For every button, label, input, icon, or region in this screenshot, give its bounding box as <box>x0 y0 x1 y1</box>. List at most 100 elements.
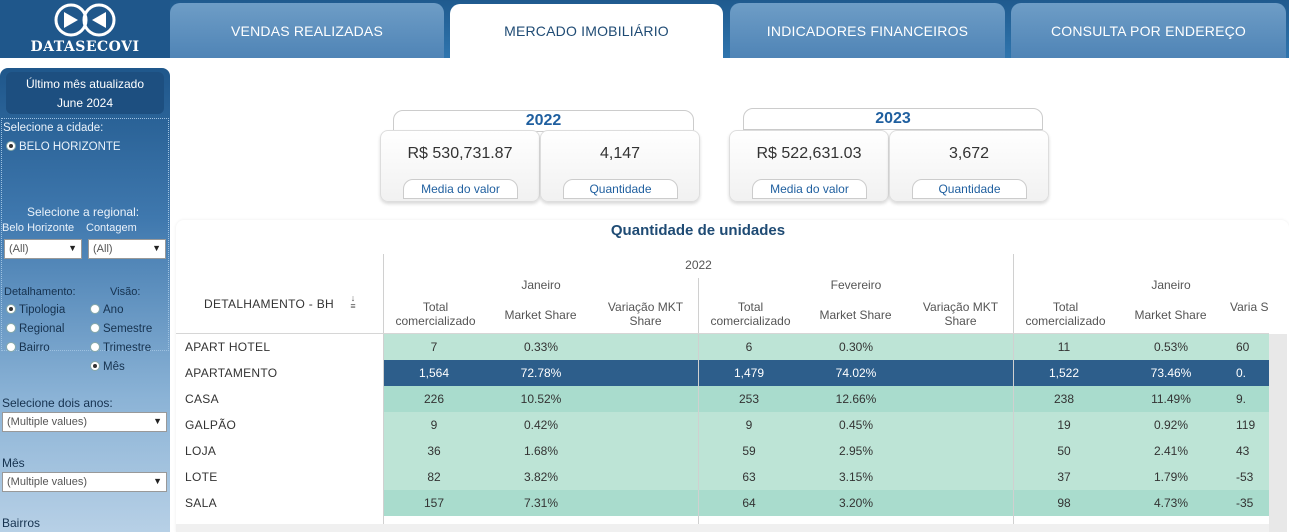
col-header-market-share[interactable]: Market Share <box>1134 308 1207 322</box>
bh-regional-dropdown[interactable]: (All) ▼ <box>4 239 82 259</box>
col-header-market-share[interactable]: Market Share <box>819 308 892 322</box>
tab-indicadores-financeiros[interactable]: INDICADORES FINANCEIROS <box>730 3 1005 58</box>
detalhamento-option-bairro[interactable]: Bairro <box>6 342 50 354</box>
tab-consulta-por-endereco[interactable]: CONSULTA POR ENDEREÇO <box>1011 3 1286 58</box>
col-header-total[interactable]: Total comercializado <box>710 300 791 328</box>
table-row[interactable] <box>1014 490 1269 516</box>
table-row-label: SALA <box>185 496 217 510</box>
kpi-media-card: R$ 522,631.03 Media do valor <box>729 130 889 202</box>
table-cell: 1.68% <box>523 444 559 458</box>
table-cell: 0.92% <box>1153 418 1189 432</box>
chevron-down-icon: ▼ <box>153 476 162 486</box>
table-cell: 11.49% <box>1151 392 1191 406</box>
divider <box>698 278 699 532</box>
month-header-janeiro-2: Janeiro <box>1151 278 1191 292</box>
table-row[interactable] <box>1014 438 1269 464</box>
table-cell: 60 <box>1236 340 1250 354</box>
table-cell: 0.33% <box>523 340 559 354</box>
table-row[interactable] <box>699 490 1013 516</box>
horizontal-scrollbar[interactable] <box>176 524 1269 532</box>
table-row[interactable] <box>699 334 1013 360</box>
contagem-regional-value: (All) <box>93 243 113 255</box>
quantidade-unidades-table: Quantidade de unidades 2022 Janeiro Feve… <box>176 220 1289 532</box>
visao-option-ano[interactable]: Ano <box>90 304 123 316</box>
table-cell: 3.15% <box>838 470 874 484</box>
sort-icon[interactable]: ↓ ≡ <box>350 293 356 311</box>
table-cell: 1.79% <box>1153 470 1189 484</box>
table-row[interactable] <box>1014 360 1269 386</box>
table-row[interactable] <box>699 412 1013 438</box>
col-header-variacao-cut[interactable]: Varia S <box>1230 300 1269 314</box>
kpi-quantidade-value: 4,147 <box>599 145 641 162</box>
logo-icon <box>54 3 116 37</box>
table-cell: 43 <box>1236 444 1250 458</box>
table-cell: 98 <box>1057 496 1071 510</box>
col-header-total[interactable]: Total comercializado <box>395 300 476 328</box>
kpi-group-2023: 2023 R$ 522,631.03 Media do valor 3,672 … <box>729 108 1051 202</box>
mes-dropdown[interactable]: (Multiple values) ▼ <box>2 472 167 492</box>
contagem-regional-label: Contagem <box>86 222 137 234</box>
table-row[interactable] <box>699 386 1013 412</box>
table-cell: 72.78% <box>520 366 562 380</box>
col-header-variacao[interactable]: Variação MKT Share <box>607 300 684 328</box>
table-row[interactable] <box>384 360 698 386</box>
option-label: Trimestre <box>103 342 152 354</box>
row-header: DETALHAMENTO - BH <box>204 297 335 311</box>
table-cell: 1,564 <box>418 366 450 380</box>
visao-option-mes[interactable]: Mês <box>90 361 125 373</box>
table-row[interactable] <box>1014 412 1269 438</box>
anos-label: Selecione dois anos: <box>2 396 113 410</box>
kpi-quantidade-card: 4,147 Quantidade <box>540 130 700 202</box>
table-row-label: LOJA <box>185 444 217 458</box>
option-label: Semestre <box>103 323 153 335</box>
col-header-variacao[interactable]: Variação MKT Share <box>922 300 999 328</box>
table-cell: 3.82% <box>523 470 559 484</box>
table-cell: 73.46% <box>1150 366 1192 380</box>
table-row[interactable] <box>384 412 698 438</box>
option-label: Regional <box>19 323 65 335</box>
datasecovi-logo[interactable]: DATASECOVI <box>0 0 170 58</box>
city-option-label: BELO HORIZONTE <box>19 141 121 153</box>
visao-option-trimestre[interactable]: Trimestre <box>90 342 151 354</box>
detalhamento-option-regional[interactable]: Regional <box>6 323 64 335</box>
table-cell: 37 <box>1057 470 1071 484</box>
table-cell: 226 <box>423 392 445 406</box>
table-row[interactable] <box>699 438 1013 464</box>
detalhamento-label: Detalhamento: <box>4 286 76 298</box>
col-header-market-share[interactable]: Market Share <box>504 308 577 322</box>
option-label: Ano <box>103 304 124 316</box>
table-row[interactable] <box>384 438 698 464</box>
anos-dropdown[interactable]: (Multiple values) ▼ <box>2 412 167 432</box>
detalhamento-option-tipologia[interactable]: Tipologia <box>6 304 65 316</box>
city-option-belo-horizonte[interactable]: BELO HORIZONTE <box>6 141 121 153</box>
table-row[interactable] <box>384 386 698 412</box>
table-cell: 59 <box>742 444 756 458</box>
col-header-total[interactable]: Total comercializado <box>1025 300 1106 328</box>
radio-icon <box>6 323 16 333</box>
tab-vendas-realizadas[interactable]: VENDAS REALIZADAS <box>170 3 444 58</box>
table-row-label: CASA <box>185 392 219 406</box>
radio-icon <box>6 342 16 352</box>
visao-option-semestre[interactable]: Semestre <box>90 323 152 335</box>
table-cell: 10.52% <box>520 392 562 406</box>
contagem-regional-dropdown[interactable]: (All) ▼ <box>88 239 166 259</box>
table-cell: 4.73% <box>1153 496 1189 510</box>
option-label: Tipologia <box>19 304 66 316</box>
table-row[interactable] <box>384 490 698 516</box>
table-cell: 7.31% <box>523 496 559 510</box>
table-row[interactable] <box>1014 464 1269 490</box>
table-cell: 12.66% <box>835 392 877 406</box>
table-row[interactable] <box>1014 334 1269 360</box>
tab-mercado-imobiliario[interactable]: MERCADO IMOBILIÁRIO <box>450 4 723 58</box>
table-row[interactable] <box>1014 386 1269 412</box>
vertical-scrollbar[interactable] <box>1269 334 1287 532</box>
table-row[interactable] <box>699 464 1013 490</box>
table-row[interactable] <box>699 360 1013 386</box>
table-cell: 9 <box>745 418 753 432</box>
table-cell: 238 <box>1053 392 1075 406</box>
table-row[interactable] <box>384 464 698 490</box>
table-cell: 2.41% <box>1153 444 1189 458</box>
radio-icon <box>90 342 100 352</box>
table-row[interactable] <box>384 334 698 360</box>
table-cell: 64 <box>742 496 756 510</box>
